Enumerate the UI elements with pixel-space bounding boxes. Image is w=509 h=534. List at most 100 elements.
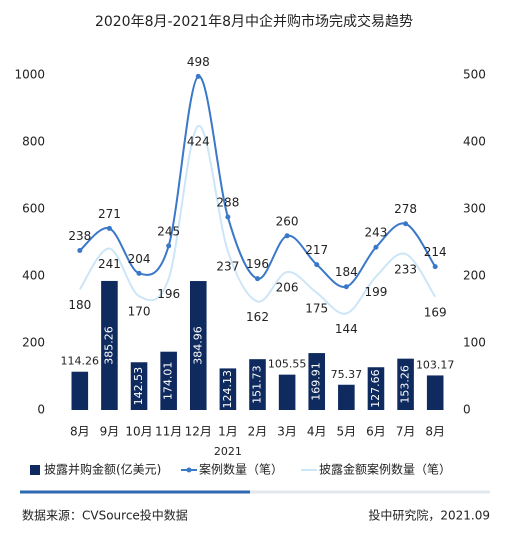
line-value-label: 237 — [216, 260, 239, 274]
bar — [219, 368, 237, 410]
line-value-label: 214 — [424, 245, 447, 259]
line-value-label: 288 — [216, 196, 239, 210]
line-value-label: 184 — [335, 265, 358, 279]
line-value-label: 175 — [305, 301, 328, 315]
x-tick-label: 4月 — [307, 425, 327, 439]
year-label: 2021 — [214, 445, 242, 458]
legend-label: 案例数量（笔） — [199, 462, 283, 477]
line-marker — [255, 276, 260, 282]
line-marker — [77, 248, 83, 254]
line-value-label: 271 — [98, 207, 121, 221]
line-value-label: 180 — [68, 298, 91, 312]
bar — [367, 367, 385, 410]
bar — [249, 359, 266, 410]
line-marker — [343, 284, 349, 290]
source: 数据来源：CVSource投中数据 — [22, 508, 188, 523]
x-tick-label: 9月 — [100, 425, 120, 439]
credit: 投中研究院，2021.09 — [368, 508, 490, 523]
line-value-label: 144 — [335, 322, 358, 336]
line-value-label: 238 — [68, 229, 91, 243]
x-tick-label: 5月 — [337, 425, 357, 439]
bar-value-label: 103.17 — [416, 358, 455, 371]
x-tick-label: 11月 — [155, 425, 182, 439]
line-marker — [284, 233, 290, 239]
y2-tick-label: 300 — [463, 202, 486, 216]
line-value-label: 245 — [157, 224, 180, 238]
bar-value-label: 169.91 — [310, 362, 323, 401]
y-tick-label: 1000 — [14, 68, 45, 82]
line-value-label: 217 — [305, 243, 328, 257]
bar-value-label: 75.37 — [331, 368, 363, 381]
bar — [308, 353, 326, 410]
bar-value-label: 105.55 — [268, 358, 307, 371]
line-marker — [166, 243, 172, 249]
x-tick-label: 10月 — [125, 425, 152, 439]
bar — [160, 351, 177, 410]
y-tick-label: 600 — [22, 202, 45, 216]
line-marker — [432, 264, 438, 270]
x-tick-label: 8月 — [425, 425, 445, 439]
line-value-label: 170 — [128, 305, 151, 319]
bar-value-label: 153.26 — [399, 365, 412, 404]
line-marker — [403, 221, 409, 227]
bar — [130, 362, 148, 410]
bar-value-label: 124.13 — [221, 370, 234, 409]
line-value-label: 498 — [187, 55, 210, 69]
line-value-label: 424 — [187, 134, 210, 148]
line-marker — [136, 270, 142, 276]
bar-value-label: 151.73 — [251, 365, 264, 404]
line-marker — [106, 225, 112, 231]
y-tick-label: 800 — [22, 135, 45, 149]
bar-value-label: 384.96 — [191, 326, 204, 365]
bar-value-label: 114.26 — [61, 355, 100, 368]
line-value-label: 162 — [246, 310, 269, 324]
x-tick-label: 12月 — [185, 425, 212, 439]
line-marker — [373, 244, 379, 250]
y-tick-label: 400 — [22, 269, 45, 283]
x-tick-label: 2月 — [248, 425, 268, 439]
bar — [338, 384, 355, 410]
bar-value-label: 142.53 — [132, 367, 145, 406]
x-tick-label: 8月 — [70, 425, 90, 439]
line-value-label: 278 — [394, 202, 417, 216]
line-value-label: 241 — [98, 257, 121, 271]
x-tick-label: 3月 — [277, 425, 297, 439]
x-tick-label: 1月 — [218, 425, 238, 439]
line-marker — [195, 73, 201, 79]
bar — [278, 374, 296, 410]
legend-marker — [186, 467, 192, 473]
x-tick-label: 6月 — [366, 425, 386, 439]
x-tick-label: 7月 — [396, 425, 416, 439]
legend-label: 披露并购金额(亿美元) — [44, 462, 161, 477]
bar-value-label: 385.26 — [102, 326, 115, 365]
line-value-label: 196 — [246, 257, 269, 271]
legend-label: 披露金额案例数量（笔） — [319, 462, 451, 477]
y2-tick-label: 200 — [463, 269, 486, 283]
bar-value-label: 174.01 — [162, 362, 175, 401]
y2-tick-label: 0 — [463, 403, 471, 417]
bar-value-label: 127.66 — [369, 369, 382, 408]
bar — [426, 375, 444, 410]
line-value-label: 204 — [128, 252, 151, 266]
y2-tick-label: 400 — [463, 135, 486, 149]
y-tick-label: 0 — [37, 403, 45, 417]
bar — [71, 371, 89, 410]
y2-tick-label: 500 — [463, 68, 486, 82]
bar — [189, 281, 207, 410]
line-marker — [225, 214, 231, 220]
line-value-label: 260 — [276, 214, 299, 228]
line-series — [79, 75, 437, 288]
bar — [101, 280, 118, 410]
y2-tick-label: 100 — [463, 336, 486, 350]
line-value-label: 169 — [424, 305, 447, 319]
line-marker — [314, 262, 320, 268]
chart-title: 2020年8月-2021年8月中企并购市场完成交易趋势 — [95, 13, 413, 30]
line-series — [78, 124, 437, 315]
line-value-label: 233 — [394, 262, 417, 276]
y-tick-label: 200 — [22, 336, 45, 350]
line-value-label: 243 — [365, 226, 388, 240]
line-value-label: 196 — [157, 287, 180, 301]
bar — [397, 358, 414, 410]
line-value-label: 199 — [365, 285, 388, 299]
